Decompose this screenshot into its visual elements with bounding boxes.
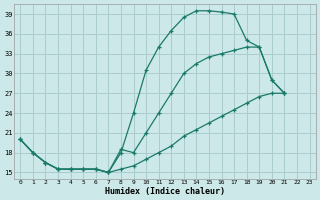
X-axis label: Humidex (Indice chaleur): Humidex (Indice chaleur): [105, 187, 225, 196]
